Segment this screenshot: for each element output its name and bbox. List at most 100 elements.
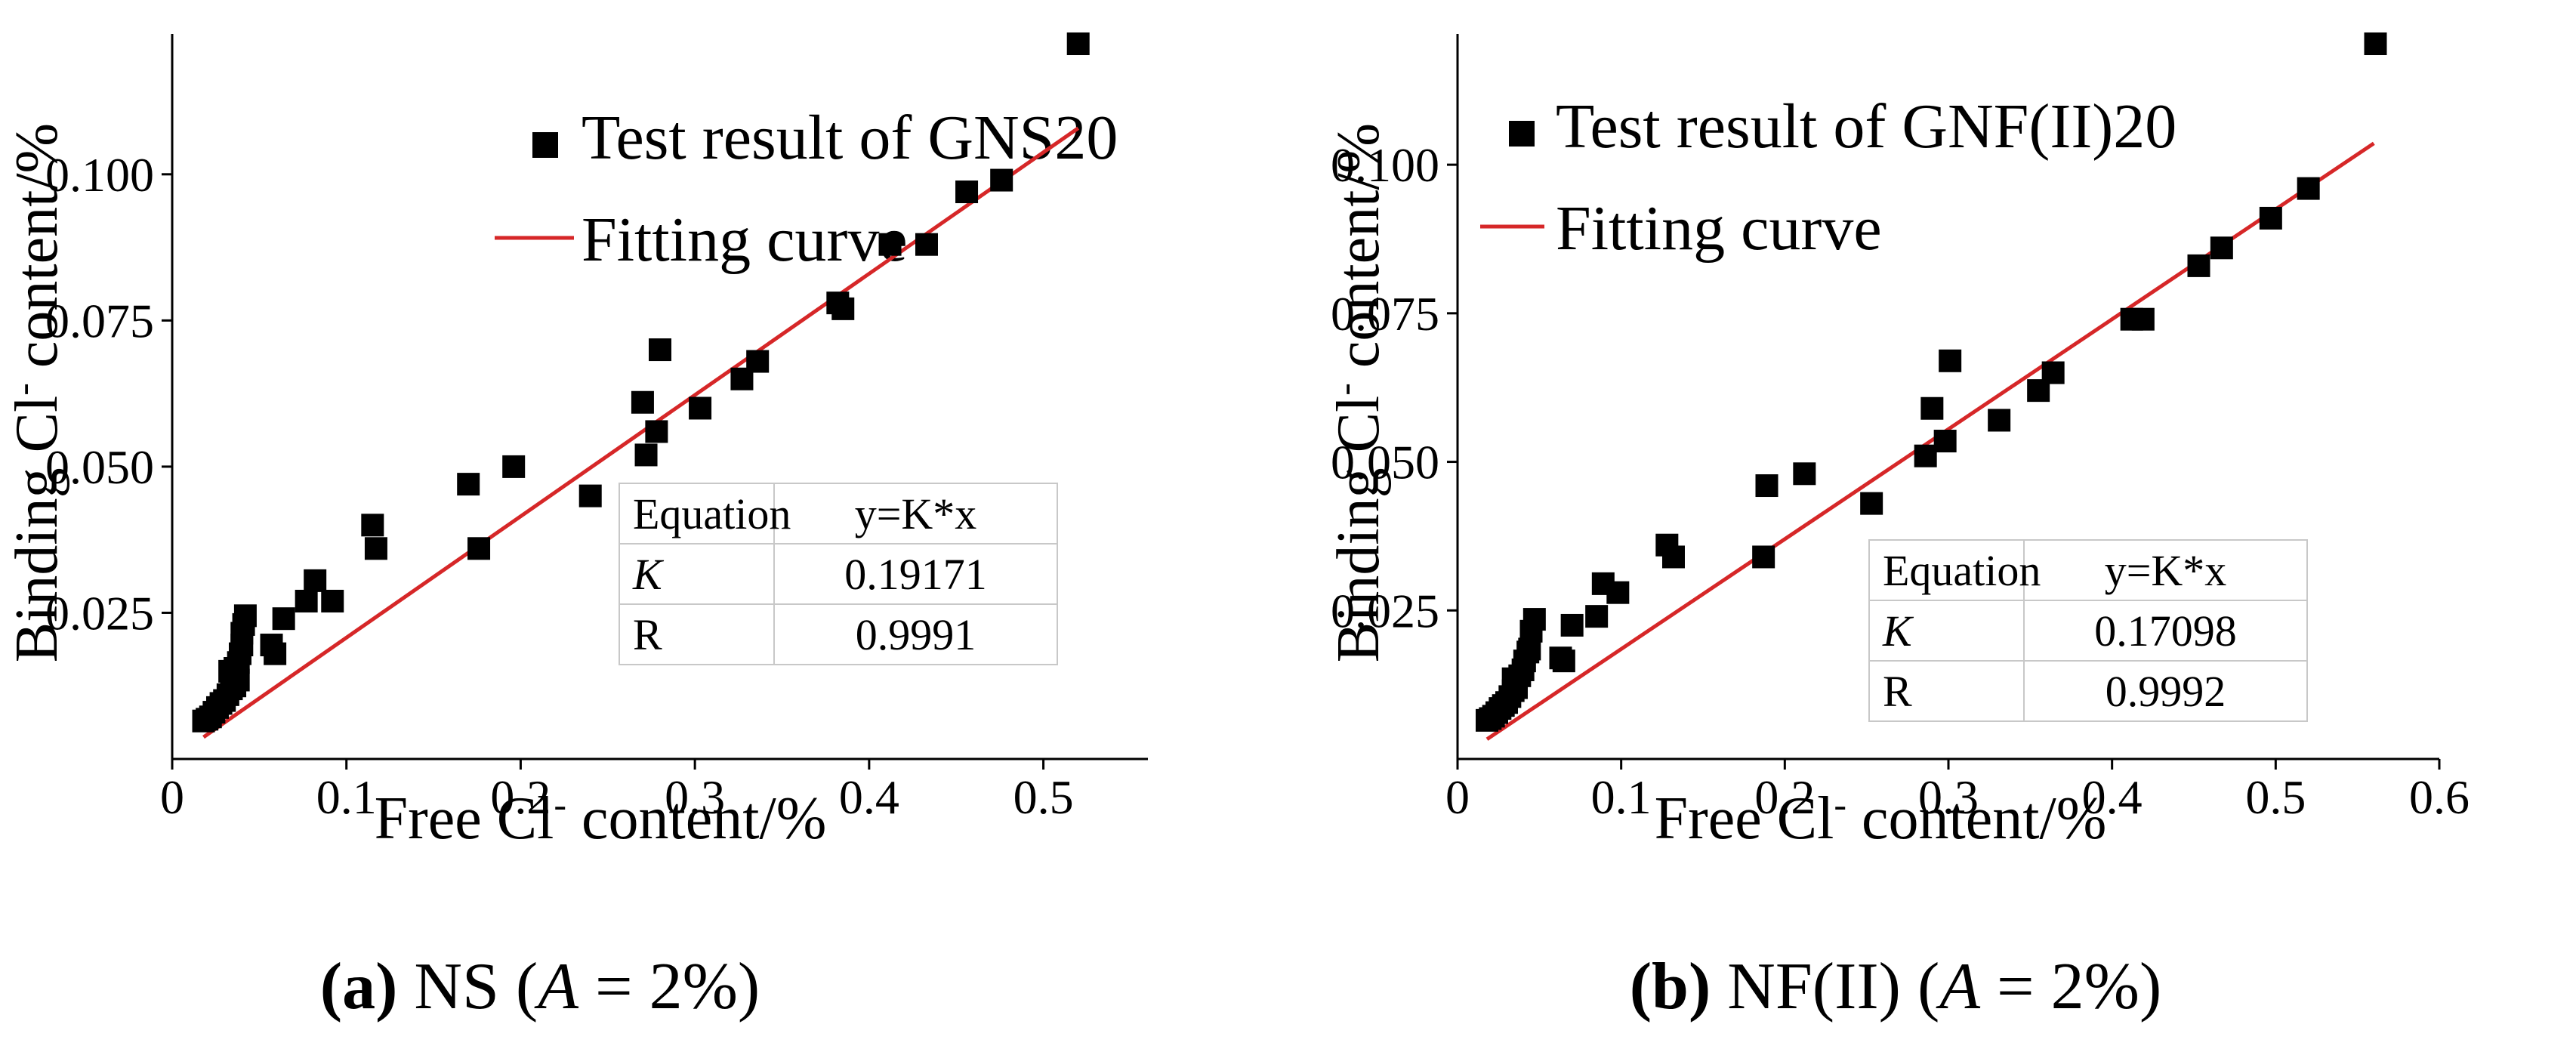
panel-a-x-tick-label: 0.2 [490,770,551,824]
panel-b-data-point [2364,32,2387,55]
panel-a-fit-table-value: 0.9991 [856,610,976,659]
panel-a-caption-param: A [534,950,579,1023]
panel-b-data-point [1585,605,1609,628]
panel-a-data-point [304,569,327,592]
panel-b-data-point [2259,206,2282,230]
panel-b-caption-param: A [1936,950,1981,1023]
panel-b-y-tick-label: 0.025 [1331,584,1439,637]
panel-a-fit-table-frame [619,483,1058,665]
panel-b-caption-label: (b) [1630,950,1711,1023]
panel-b-legend: Test result of GNF(II)20 Fitting curve [1480,91,2176,264]
panel-a-data-point [457,473,480,496]
panel-b-data-point [1988,409,2011,432]
panel-a-data-point [1066,32,1090,55]
panel-a-legend-square-marker [532,132,558,158]
panel-a-data-points [192,32,1090,733]
panel-a-data-point [689,396,712,420]
panel-a-fit-table-key: R [633,610,662,659]
panel-a-fit-table-value: 0.19171 [844,550,987,599]
panel-b-x-tick-label: 0.6 [2409,770,2470,824]
panel-b-data-point [1939,349,1962,372]
panel-a-data-point [649,338,671,362]
panel-b-y-tick-label: 0.075 [1331,287,1439,341]
panel-a-data-point [831,297,855,320]
panel-b-data-point [1914,444,1937,467]
panel-a-caption-text: NS ( [397,950,538,1023]
panel-b-data-point [1755,474,1779,498]
panel-a-data-point [990,168,1013,192]
panel-a-fit-table-value: y=K*x [855,489,977,538]
panel-b-x-ticks: 0 0.1 0.2 0.3 0.4 0.5 0.6 [1445,759,2470,824]
panel-b-data-point [1560,613,1584,637]
panel-b-caption-text: NF(II) ( [1711,950,1939,1023]
panel-a-data-point [634,443,658,467]
panel-b-data-point [1793,462,1816,486]
panel-a-fit-table: Equation y=K*x K 0.19171 R 0.9991 [619,483,1058,665]
panel-b-x-tick-label: 0.5 [2245,770,2306,824]
panel-a-caption: (a) NS (A = 2%) [320,950,760,1023]
panel-b-data-point [1522,608,1546,631]
panel-b-fit-table: Equation y=K*x K 0.17098 R 0.9992 [1868,539,2308,722]
panel-b-fit-table-key: Equation [1883,546,2041,595]
panel-a-y-tick-label: 0.075 [45,294,154,347]
panel-b-data-point [2041,361,2065,384]
panel-b-legend-square-marker [1509,121,1535,147]
panel-b-data-point [2187,254,2210,277]
panel-a-fitting-line [202,126,1080,739]
panel-a-data-point [321,589,344,612]
panel-b-x-axis-label: Free Cl- content/% [1655,783,2107,852]
panel-a-x-tick-label: 0 [160,770,184,824]
panel-b-data-point [1920,396,1944,420]
panel-a-y-tick-label: 0.025 [45,586,154,640]
panel-a-caption-label: (a) [320,950,398,1023]
panel-a-fit-table-key: Equation [633,489,791,538]
panel-b-data-point [1752,545,1775,569]
panel-b-fit-table-frame [1868,539,2308,722]
panel-b-data-point [1606,581,1630,604]
panel-b-y-axis-label: Binding Cl- content/% [1323,123,1392,662]
panel-b-x-tick-label: 0.4 [2082,770,2143,824]
panel-a-y-ticks: 0.025 0.050 0.075 0.100 [45,148,172,640]
panel-b-data-point [2131,307,2155,331]
panel-b-data-point [1933,430,1957,453]
panel-b-x-tick-label: 0 [1445,770,1470,824]
panel-b-caption-tail: = 2%) [1980,950,2161,1023]
panel-b-fit-table-value: y=K*x [2105,546,2227,595]
panel-a-x-tick-label: 0.3 [665,770,725,824]
panel-a-data-point [878,233,902,256]
panel-a-x-tick-label: 0.5 [1013,770,1074,824]
panel-a-legend-line-label: Fitting curve [582,205,908,275]
panel-a-data-point [272,607,295,631]
panel-a-data-point [631,390,654,414]
panel-b-data-point [1860,492,1883,515]
panel-a-legend: Test result of GNS20 Fitting curve [495,103,1118,275]
panel-a-x-tick-label: 0.1 [316,770,377,824]
panel-a-data-point [915,233,938,256]
panel-b-data-point [2297,177,2320,200]
panel-b-y-tick-label: 0.100 [1331,138,1439,192]
panel-a-legend-scatter-label: Test result of GNS20 [582,103,1118,173]
panel-a-data-point [746,350,770,373]
panel-b-data-points [1476,32,2387,732]
panel-b-data-point [1662,545,1685,569]
panel-a-data-point [578,484,602,507]
panel-b-legend-line-label: Fitting curve [1556,193,1882,264]
panel-a-data-point [502,455,526,478]
panel-b: 0 0.1 0.2 0.3 0.4 0.5 0.6 0.025 0.050 0.075 0.100… [1323,32,2470,852]
panel-b-x-tick-label: 0.3 [1918,770,1979,824]
panel-a-data-point [364,537,387,560]
panel-a-data-point [645,420,668,443]
panel-a: 0 0.1 0.2 0.3 0.4 0.5 0.025 0.050 0.075 0.100 Fr… [2,32,1148,852]
panel-a-x-axis-label: Free Cl- content/% [375,783,827,852]
panel-a-data-point [955,180,979,204]
panel-b-caption: (b) NF(II) (A = 2%) [1630,950,2162,1023]
panel-a-y-axis-label: Binding Cl- content/% [2,123,70,662]
panel-b-x-tick-label: 0.2 [1754,770,1815,824]
panel-b-y-tick-label: 0.050 [1331,436,1439,489]
panel-b-x-tick-label: 0.1 [1591,770,1652,824]
panel-a-data-point [361,514,384,537]
panel-b-fit-table-key: K [1882,606,1914,656]
panel-b-fit-table-value: 0.17098 [2094,606,2237,656]
panel-b-fit-table-key: R [1883,667,1912,716]
